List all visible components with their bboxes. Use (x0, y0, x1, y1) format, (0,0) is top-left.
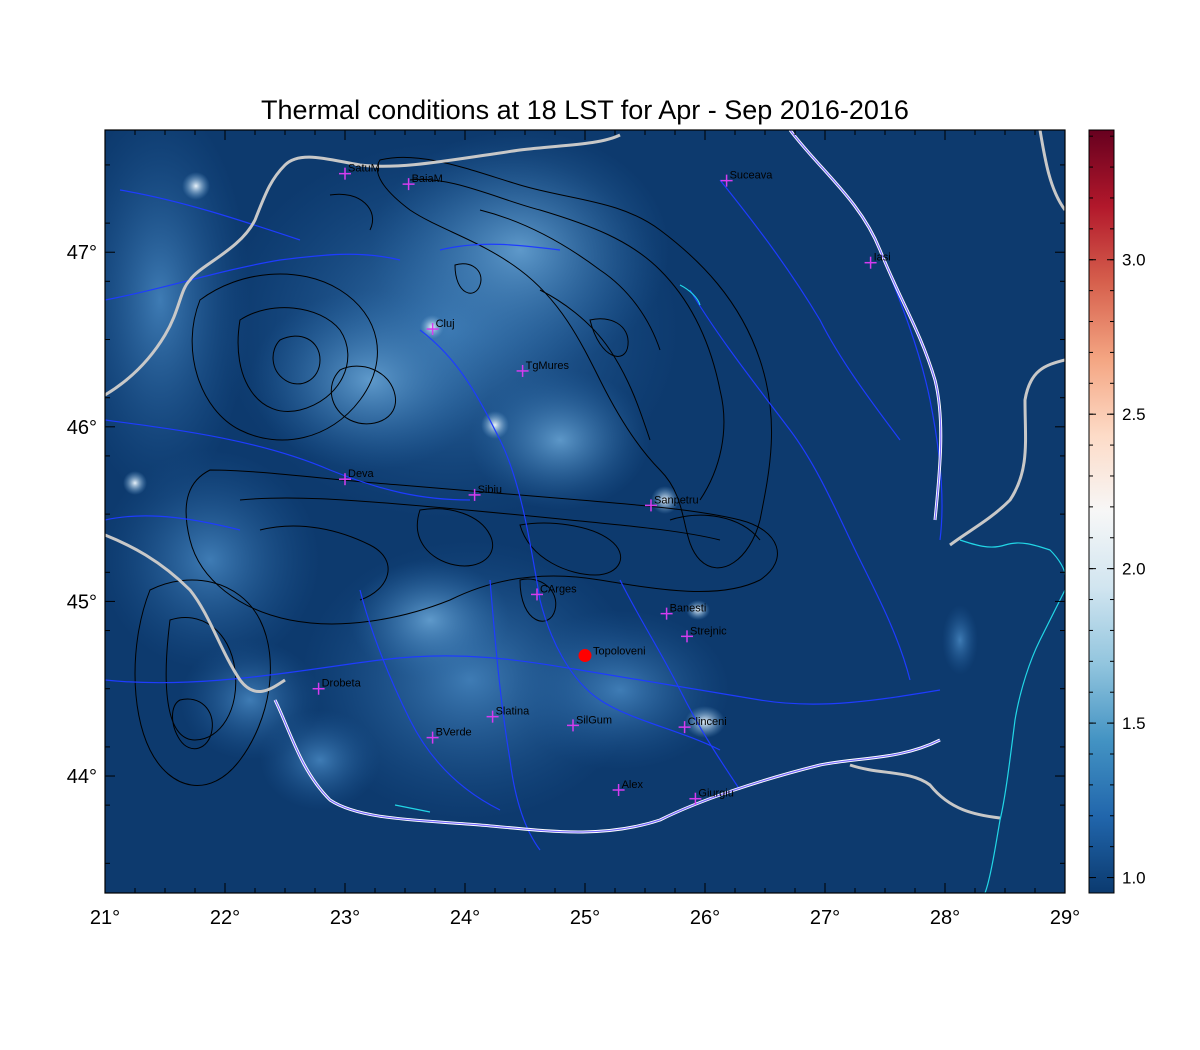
station-marker: Deva (339, 468, 375, 486)
station-label: Strejnic (690, 625, 727, 637)
station-marker: Suceava (720, 170, 774, 187)
danube-border (273, 130, 943, 834)
highlight-location: Topoloveni (578, 646, 646, 663)
station-marker: Slatina (486, 706, 531, 723)
station-marker: Cluj (426, 318, 455, 336)
station-marker: SilGum (567, 714, 612, 732)
lon-tick-label: 23° (330, 907, 360, 929)
station-marker: Giurgiu (689, 788, 734, 805)
station-marker: TgMures (516, 360, 570, 377)
station-label: Clinceni (688, 716, 727, 728)
colorbar-tick-label: 1.0 (1122, 869, 1146, 888)
map-area (105, 130, 1065, 893)
latitude-labels: 44° 45° 46° 47° (67, 242, 97, 788)
station-label: Iasi (874, 252, 891, 264)
lon-tick-label: 28° (930, 907, 960, 929)
station-label: Sibiu (478, 484, 502, 496)
station-marker: Alex (612, 779, 644, 796)
lon-tick-label: 24° (450, 907, 480, 929)
station-marker: SatuM (339, 163, 380, 180)
lat-tick-label: 45° (67, 591, 97, 613)
colorbar-gradient (1088, 129, 1115, 894)
lon-tick-label: 27° (810, 907, 840, 929)
rivers (105, 179, 943, 851)
location-dot-icon (578, 649, 592, 663)
station-label: CArges (540, 583, 577, 595)
station-label: Giurgiu (698, 788, 733, 800)
station-label: TgMures (526, 360, 570, 372)
country-borders (105, 130, 1065, 820)
lat-tick-label: 47° (67, 242, 97, 264)
station-label: SilGum (576, 714, 612, 726)
colorbar-tick-label: 3.0 (1122, 251, 1146, 270)
lat-tick-label: 44° (67, 766, 97, 788)
station-label: Suceava (730, 170, 774, 182)
station-label: Sanpetru (654, 494, 699, 506)
colorbar-tick-label: 2.5 (1122, 405, 1146, 424)
station-markers: SatuM BaiaM Suceava Iasi Cluj TgMures Deva Sibi… (312, 163, 891, 805)
station-marker: Drobeta (312, 678, 362, 695)
station-label: Banesti (670, 603, 707, 615)
station-marker: BVerde (426, 727, 472, 744)
elevation-contours (134, 156, 778, 786)
station-marker: CArges (531, 583, 577, 601)
lat-tick-label: 46° (67, 417, 97, 439)
station-label: Deva (348, 468, 375, 480)
station-label: Cluj (436, 318, 455, 330)
station-label: Drobeta (322, 678, 362, 690)
station-label: SatuM (348, 163, 380, 175)
lon-tick-label: 22° (210, 907, 240, 929)
station-marker: Sanpetru (645, 494, 699, 512)
station-marker: Clinceni (678, 716, 727, 734)
lon-tick-label: 25° (570, 907, 600, 929)
lon-tick-label: 26° (690, 907, 720, 929)
coastline (394, 284, 1065, 893)
axis-ticks (104, 130, 1066, 893)
station-marker: BaiaM (402, 173, 443, 191)
station-label: Slatina (496, 706, 531, 718)
highlight-label: Topoloveni (593, 646, 646, 658)
station-marker: Banesti (660, 603, 707, 620)
station-marker: Sibiu (468, 484, 502, 501)
chart-title: Thermal conditions at 18 LST for Apr - S… (261, 95, 909, 125)
station-label: BaiaM (412, 173, 443, 185)
colorbar: 1.0 1.5 2.0 2.5 3.0 (1088, 129, 1146, 894)
longitude-labels: 21° 22° 23° 24° 25° 26° 27° 28° 29° (90, 907, 1080, 929)
colorbar-tick-label: 1.5 (1122, 714, 1146, 733)
station-label: BVerde (436, 727, 472, 739)
colorbar-tick-label: 2.0 (1122, 560, 1146, 579)
station-marker: Strejnic (681, 625, 727, 643)
station-marker: Iasi (864, 252, 891, 269)
lon-tick-label: 21° (90, 907, 120, 929)
station-label: Alex (622, 779, 644, 791)
lon-tick-label: 29° (1050, 907, 1080, 929)
colorbar-ticks: 1.0 1.5 2.0 2.5 3.0 (1089, 135, 1146, 888)
